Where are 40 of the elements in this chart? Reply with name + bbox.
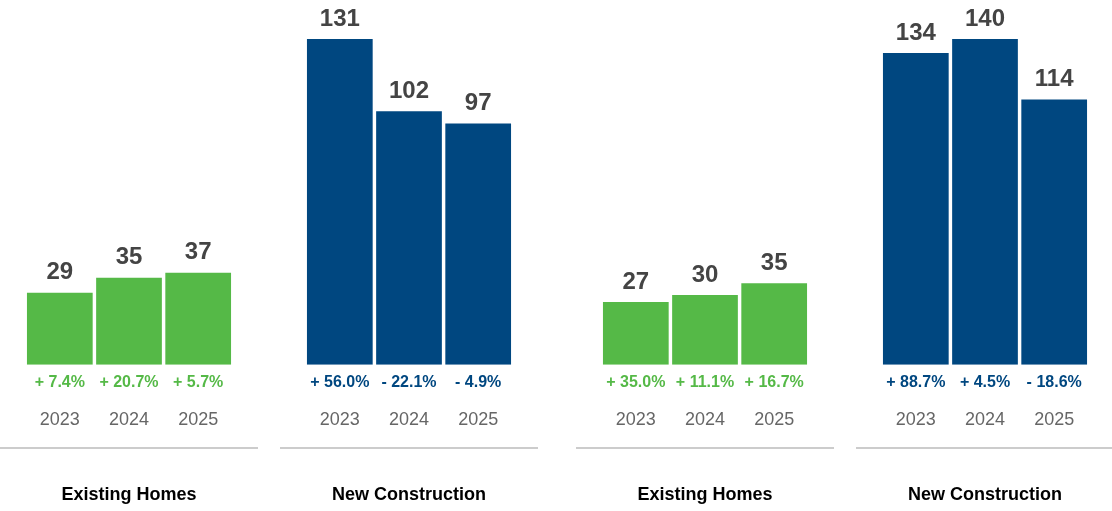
data-label: 37 bbox=[184, 237, 212, 265]
text: - 18.6% bbox=[1026, 373, 1082, 391]
text: - 4.9% bbox=[455, 373, 502, 391]
data-label: 30 bbox=[691, 259, 719, 287]
x-tick-label: 2024 bbox=[684, 408, 726, 429]
data-label: 27 bbox=[622, 266, 650, 294]
x-tick-label: 2024 bbox=[964, 408, 1006, 429]
x-tick-label: 2023 bbox=[319, 408, 360, 429]
text: + 11.1% bbox=[675, 373, 735, 391]
data-label: 114 bbox=[1034, 64, 1075, 92]
x-axis-title: New Construction bbox=[907, 484, 1063, 505]
data-label: 131 bbox=[319, 3, 360, 31]
x-tick-label: 2023 bbox=[895, 408, 936, 429]
x-tick-label: 2025 bbox=[1034, 408, 1075, 429]
x-tick-label: 2023 bbox=[39, 408, 80, 429]
x-axis-title: Existing Homes bbox=[61, 484, 197, 505]
text: + 35.0% bbox=[606, 373, 666, 391]
text: + 20.7% bbox=[99, 373, 159, 391]
data-label: 29 bbox=[46, 257, 74, 285]
text: - 22.1% bbox=[381, 373, 437, 391]
x-axis-title: New Construction bbox=[331, 484, 487, 505]
data-label: 102 bbox=[388, 75, 430, 103]
data-label: 140 bbox=[964, 3, 1006, 31]
data-label: 35 bbox=[760, 248, 788, 275]
text: + 88.7% bbox=[886, 373, 946, 391]
x-tick-label: 2025 bbox=[178, 408, 219, 429]
x-axis-title: Existing Homes bbox=[637, 484, 773, 505]
text: + 4.5% bbox=[959, 373, 1011, 391]
x-tick-label: 2024 bbox=[388, 408, 430, 429]
data-label: 35 bbox=[115, 242, 143, 270]
text: + 56.0% bbox=[310, 373, 370, 391]
text: + 16.7% bbox=[744, 373, 804, 391]
text: + 5.7% bbox=[173, 373, 224, 391]
x-tick-label: 2023 bbox=[615, 408, 656, 429]
data-label: 134 bbox=[895, 17, 937, 45]
data-label: 97 bbox=[464, 88, 492, 116]
x-tick-label: 2025 bbox=[754, 408, 795, 429]
x-tick-label: 2025 bbox=[458, 408, 499, 429]
x-tick-label: 2024 bbox=[108, 408, 150, 429]
text: + 7.4% bbox=[34, 373, 85, 391]
